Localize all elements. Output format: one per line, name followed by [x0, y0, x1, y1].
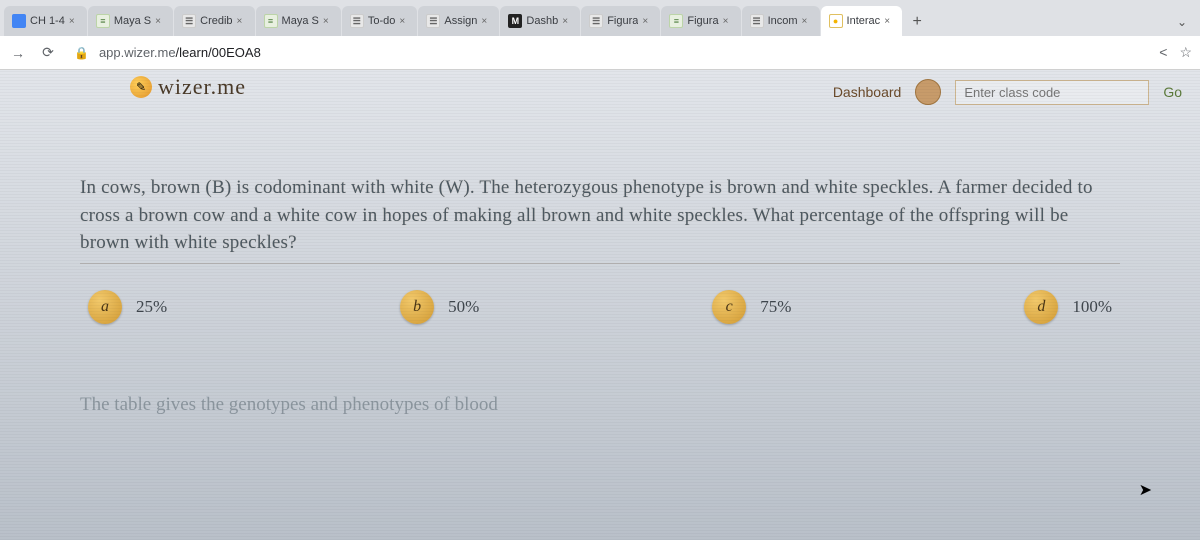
tab-label: Assign [444, 15, 477, 27]
answer-bubble: b [400, 290, 434, 324]
tab-favicon: M [508, 14, 522, 28]
tab-label: CH 1-4 [30, 15, 65, 27]
answer-text: 50% [448, 297, 479, 317]
tab-label: Credib [200, 15, 232, 27]
answer-row: a 25% b 50% c 75% d 100% [80, 290, 1120, 324]
address-bar: → ⟳ 🔒 app.wizer.me/learn/00EOA8 < ☆ [0, 36, 1200, 70]
answer-option-d[interactable]: d 100% [1024, 290, 1112, 324]
tab-label: Figura [607, 15, 638, 27]
browser-tab[interactable]: ☰ To-do × [342, 6, 418, 36]
tab-favicon: ☰ [350, 14, 364, 28]
page-content: ✎ wizer.me Dashboard Go In cows, brown (… [0, 70, 1200, 540]
close-icon[interactable]: × [802, 16, 812, 27]
answer-text: 100% [1072, 297, 1112, 317]
answer-text: 75% [760, 297, 791, 317]
browser-tab[interactable]: ≡ Maya S × [256, 6, 341, 36]
go-button[interactable]: Go [1163, 84, 1182, 100]
lock-icon[interactable]: 🔒 [74, 46, 89, 60]
close-icon[interactable]: × [155, 16, 165, 27]
tab-label: Dashb [526, 15, 558, 27]
close-icon[interactable]: × [69, 16, 79, 27]
tab-overflow-icon[interactable]: ⌄ [1168, 8, 1196, 36]
new-tab-button[interactable]: + [903, 8, 931, 36]
browser-tab[interactable]: ☰ Credib × [174, 6, 254, 36]
tab-favicon: ☰ [182, 14, 196, 28]
answer-option-c[interactable]: c 75% [712, 290, 791, 324]
tab-label: To-do [368, 15, 396, 27]
url-path: /learn/00EOA8 [176, 45, 261, 60]
browser-tabstrip: CH 1-4 × ≡ Maya S × ☰ Credib × ≡ Maya S … [0, 0, 1200, 36]
tab-favicon: ≡ [669, 14, 683, 28]
tab-label: Incom [768, 15, 798, 27]
dashboard-link[interactable]: Dashboard [833, 84, 902, 100]
answer-bubble: a [88, 290, 122, 324]
url-text[interactable]: app.wizer.me/learn/00EOA8 [99, 45, 1149, 60]
tab-favicon: ● [829, 14, 843, 28]
browser-tab[interactable]: ≡ Figura × [661, 6, 740, 36]
browser-tab-active[interactable]: ● Interac × [821, 6, 903, 36]
tab-favicon [12, 14, 26, 28]
url-host: app.wizer.me [99, 45, 176, 60]
tab-favicon: ☰ [426, 14, 440, 28]
divider [80, 263, 1120, 264]
avatar[interactable] [915, 79, 941, 105]
wizer-logo[interactable]: ✎ wizer.me [130, 74, 246, 100]
nav-back-icon[interactable]: → [8, 45, 28, 61]
class-code-input[interactable] [955, 80, 1149, 105]
browser-tab[interactable]: M Dashb × [500, 6, 580, 36]
browser-tab[interactable]: ☰ Assign × [418, 6, 499, 36]
logo-text: wizer.me [158, 74, 246, 100]
tab-label: Maya S [282, 15, 319, 27]
tab-label: Maya S [114, 15, 151, 27]
tab-favicon: ≡ [264, 14, 278, 28]
nav-reload-icon[interactable]: ⟳ [38, 44, 58, 61]
next-question-preview: The table gives the genotypes and phenot… [80, 394, 1120, 416]
close-icon[interactable]: × [884, 16, 894, 27]
answer-bubble: d [1024, 290, 1058, 324]
close-icon[interactable]: × [642, 16, 652, 27]
tab-favicon: ☰ [589, 14, 603, 28]
browser-tab[interactable]: ☰ Incom × [742, 6, 820, 36]
browser-tab[interactable]: ≡ Maya S × [88, 6, 173, 36]
bookmark-icon[interactable]: ☆ [1179, 44, 1192, 61]
mouse-cursor-icon: ➤ [1139, 480, 1152, 500]
answer-text: 25% [136, 297, 167, 317]
tab-favicon: ≡ [96, 14, 110, 28]
tab-label: Interac [847, 15, 881, 27]
tab-favicon: ☰ [750, 14, 764, 28]
close-icon[interactable]: × [481, 16, 491, 27]
close-icon[interactable]: × [237, 16, 247, 27]
close-icon[interactable]: × [323, 16, 333, 27]
question-text: In cows, brown (B) is codominant with wh… [80, 174, 1120, 257]
answer-option-a[interactable]: a 25% [88, 290, 167, 324]
logo-mark-icon: ✎ [130, 76, 152, 98]
close-icon[interactable]: × [399, 16, 409, 27]
browser-tab[interactable]: CH 1-4 × [4, 6, 87, 36]
answer-option-b[interactable]: b 50% [400, 290, 479, 324]
close-icon[interactable]: × [562, 16, 572, 27]
close-icon[interactable]: × [723, 16, 733, 27]
tab-label: Figura [687, 15, 718, 27]
browser-tab[interactable]: ☰ Figura × [581, 6, 660, 36]
answer-bubble: c [712, 290, 746, 324]
share-icon[interactable]: < [1159, 44, 1167, 61]
